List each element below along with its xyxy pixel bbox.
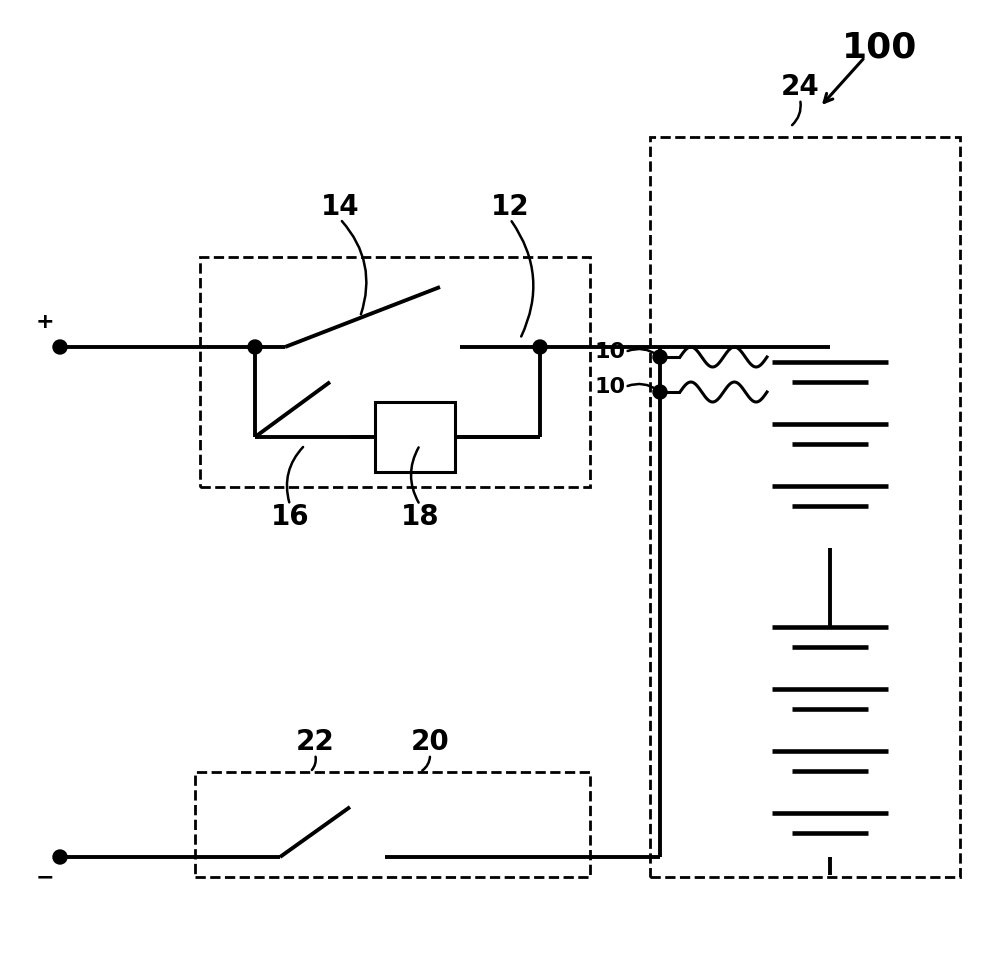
Circle shape <box>53 340 67 354</box>
Circle shape <box>653 350 667 364</box>
Text: 18: 18 <box>401 503 439 531</box>
Bar <box>375 402 455 472</box>
Text: +: + <box>36 312 54 332</box>
Text: 10: 10 <box>594 342 626 362</box>
Text: 12: 12 <box>491 193 529 221</box>
Text: 14: 14 <box>321 193 359 221</box>
Circle shape <box>653 385 667 399</box>
Text: 10: 10 <box>594 377 626 397</box>
Text: −: − <box>36 867 54 887</box>
Circle shape <box>533 340 547 354</box>
Bar <box>650 137 960 877</box>
Text: 100: 100 <box>842 30 918 64</box>
Bar <box>200 257 590 487</box>
Circle shape <box>248 340 262 354</box>
Circle shape <box>53 850 67 864</box>
Text: 16: 16 <box>271 503 309 531</box>
Bar <box>195 772 590 877</box>
Text: 22: 22 <box>296 728 334 756</box>
Text: 20: 20 <box>411 728 449 756</box>
Text: 24: 24 <box>781 73 819 101</box>
